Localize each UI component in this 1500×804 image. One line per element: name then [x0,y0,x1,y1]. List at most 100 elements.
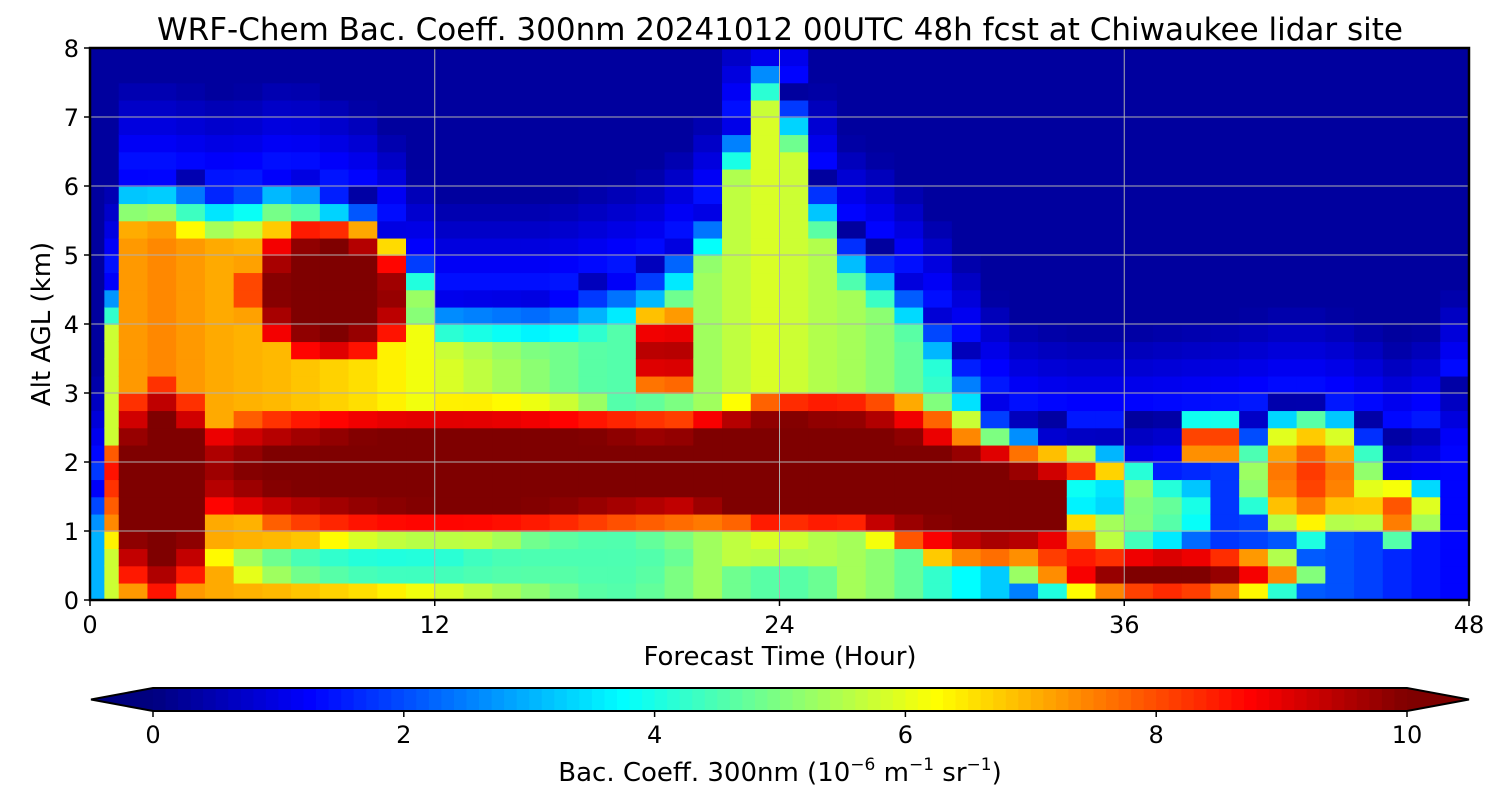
heatmap-cell [348,375,379,394]
heatmap-cell [1095,82,1126,101]
heatmap-cell [1325,582,1355,600]
colorbar-tick-label: 6 [898,721,913,749]
heatmap-cell [808,306,838,325]
heatmap-cell [865,582,896,600]
heatmap-cell [750,324,781,343]
heatmap-cell [118,393,149,412]
heatmap-cell [664,393,695,412]
heatmap-cell [836,358,867,377]
heatmap-cell [1181,341,1212,360]
heatmap-cell [808,168,838,187]
heatmap-cell [1210,324,1240,343]
heatmap-cell [549,324,580,343]
heatmap-cell [1296,531,1327,550]
heatmap-cell [1411,479,1442,498]
heatmap-cell [204,462,235,481]
heatmap-cell [291,358,321,377]
heatmap-cell [319,99,350,118]
heatmap-cell [434,186,465,205]
heatmap-cell [607,565,637,584]
heatmap-cell [1038,565,1068,584]
heatmap-cell [1152,324,1183,343]
heatmap-cell [894,324,924,343]
heatmap-cell [1296,82,1327,101]
heatmap-cell [1009,479,1039,498]
heatmap-cell [1066,65,1097,84]
heatmap-cell [549,168,580,187]
heatmap-cell [664,220,695,239]
heatmap-cell [377,341,407,360]
heatmap-cell [664,513,695,532]
heatmap-cell [319,479,350,498]
heatmap-cell [406,462,436,481]
heatmap-cell [262,220,292,239]
heatmap-cell [980,237,1011,256]
heatmap-cell [520,203,551,222]
heatmap-cell [434,168,465,187]
heatmap-cell [1325,220,1355,239]
heatmap-cell [319,134,350,153]
heatmap-cell [549,151,580,170]
colorbar-segment [466,688,480,711]
colorbar-segment [428,688,443,711]
heatmap-cell [1440,496,1469,515]
heatmap-cell [693,99,723,118]
colorbar-segment [1356,688,1370,711]
heatmap-cell [693,65,723,84]
heatmap-cell [1095,393,1126,412]
heatmap-cell [463,444,494,463]
heatmap-cell [434,65,465,84]
heatmap-cell [434,255,465,274]
heatmap-cell [578,237,608,256]
heatmap-cell [1124,48,1154,67]
heatmap-cell [607,548,637,567]
heatmap-cell [865,393,896,412]
heatmap-cell [1239,272,1269,291]
heatmap-cell [1124,237,1154,256]
heatmap-cell [1038,341,1068,360]
heatmap-cell [1296,341,1327,360]
heatmap-cell [836,117,867,136]
heatmap-cell [176,306,206,325]
colorbar-segment [566,688,580,711]
heatmap-cell [434,358,465,377]
heatmap-cell [1181,444,1212,463]
heatmap-cell [980,393,1011,412]
heatmap-cell [319,117,350,136]
heatmap-cell [176,82,206,101]
heatmap-cell [635,513,666,532]
heatmap-cell [348,168,379,187]
heatmap-cell [779,444,810,463]
heatmap-cell [492,99,522,118]
heatmap-cell [664,410,695,429]
heatmap-cell [750,48,781,67]
colorbar-segment [1068,688,1082,711]
heatmap-cell [1095,531,1126,550]
heatmap-cell [463,65,494,84]
heatmap-cell [176,186,206,205]
heatmap-cell [1124,65,1154,84]
heatmap-cell [664,65,695,84]
heatmap-cell [1152,134,1183,153]
heatmap-cell [1066,375,1097,394]
heatmap-cell [894,548,924,567]
heatmap-cell [750,496,781,515]
heatmap-cell [1440,341,1469,360]
heatmap-cell [1267,427,1298,446]
heatmap-cell [1066,255,1097,274]
heatmap-cell [635,375,666,394]
heatmap-cell [1440,393,1469,412]
heatmap-cell [923,220,953,239]
heatmap-cell [1038,186,1068,205]
heatmap-cell [233,496,264,515]
heatmap-cell [520,375,551,394]
heatmap-cell [1354,341,1384,360]
heatmap-cell [1181,548,1212,567]
heatmap-cell [808,186,838,205]
heatmap-cell [1210,237,1240,256]
heatmap-cell [1009,582,1039,600]
colorbar-segment [265,688,279,711]
colorbar-ticks: 0 2 4 6 8 10 [145,711,1422,749]
heatmap-cell [406,358,436,377]
heatmap-cell [262,427,292,446]
